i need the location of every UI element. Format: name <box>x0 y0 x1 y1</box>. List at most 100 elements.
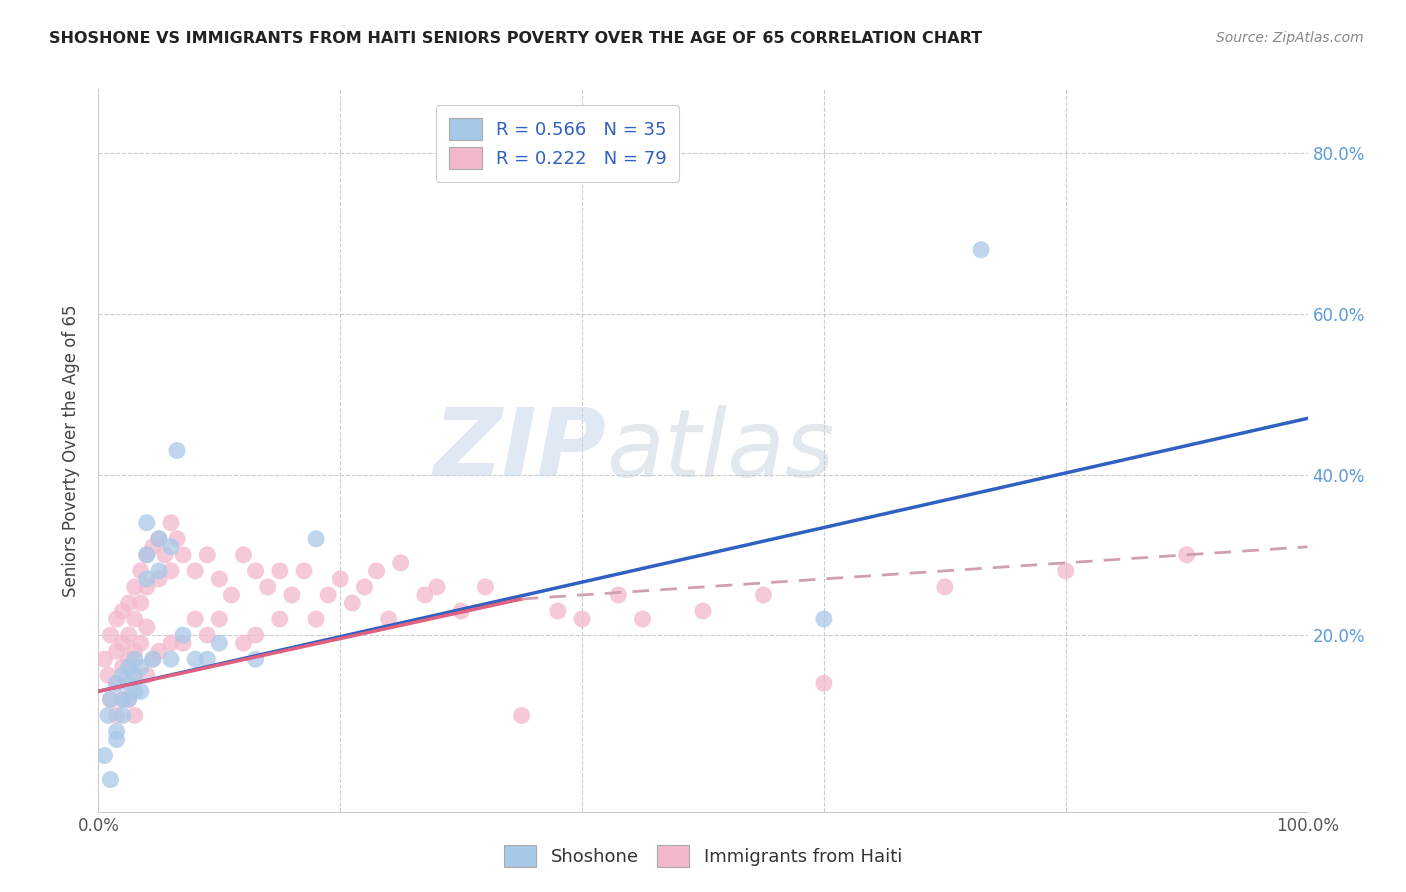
Point <box>93 748 115 763</box>
Point <box>195 548 218 562</box>
Point <box>413 588 436 602</box>
Point <box>172 636 194 650</box>
Point <box>111 692 134 706</box>
Point <box>510 708 533 723</box>
Point <box>118 692 141 706</box>
Point <box>111 604 134 618</box>
Point <box>129 596 152 610</box>
Point <box>135 548 157 562</box>
Point <box>166 532 188 546</box>
Point <box>1054 564 1077 578</box>
Point <box>208 572 231 586</box>
Legend: Shoshone, Immigrants from Haiti: Shoshone, Immigrants from Haiti <box>496 838 910 874</box>
Point <box>232 636 254 650</box>
Y-axis label: Seniors Poverty Over the Age of 65: Seniors Poverty Over the Age of 65 <box>62 304 80 597</box>
Text: SHOSHONE VS IMMIGRANTS FROM HAITI SENIORS POVERTY OVER THE AGE OF 65 CORRELATION: SHOSHONE VS IMMIGRANTS FROM HAITI SENIOR… <box>49 31 983 46</box>
Point <box>129 684 152 698</box>
Point <box>124 668 146 682</box>
Point <box>124 644 146 658</box>
Point <box>184 652 207 666</box>
Point <box>160 564 183 578</box>
Point <box>547 604 569 618</box>
Point <box>111 708 134 723</box>
Point <box>118 676 141 690</box>
Point <box>292 564 315 578</box>
Point <box>269 612 291 626</box>
Point <box>195 652 218 666</box>
Point <box>166 443 188 458</box>
Point <box>111 660 134 674</box>
Point <box>105 612 128 626</box>
Point <box>692 604 714 618</box>
Point <box>389 556 412 570</box>
Point <box>142 652 165 666</box>
Point <box>474 580 496 594</box>
Point <box>353 580 375 594</box>
Point <box>221 588 243 602</box>
Point <box>129 636 152 650</box>
Point <box>342 596 364 610</box>
Point <box>148 532 170 546</box>
Point <box>245 564 267 578</box>
Point <box>160 516 183 530</box>
Point <box>281 588 304 602</box>
Legend: R = 0.566   N = 35, R = 0.222   N = 79: R = 0.566 N = 35, R = 0.222 N = 79 <box>436 105 679 182</box>
Text: ZIP: ZIP <box>433 404 606 497</box>
Point <box>813 612 835 626</box>
Point <box>105 644 128 658</box>
Point <box>105 708 128 723</box>
Point <box>118 596 141 610</box>
Point <box>208 636 231 650</box>
Point <box>124 708 146 723</box>
Point <box>111 636 134 650</box>
Point <box>100 772 122 787</box>
Point <box>100 692 122 706</box>
Point <box>232 548 254 562</box>
Point <box>129 564 152 578</box>
Point <box>148 564 170 578</box>
Point <box>118 628 141 642</box>
Point <box>129 660 152 674</box>
Point <box>305 532 328 546</box>
Point <box>100 692 122 706</box>
Point <box>124 652 146 666</box>
Point <box>135 548 157 562</box>
Point <box>607 588 630 602</box>
Point <box>366 564 388 578</box>
Point <box>1175 548 1198 562</box>
Point <box>124 668 146 682</box>
Point <box>97 708 120 723</box>
Point <box>97 668 120 682</box>
Point <box>160 636 183 650</box>
Point <box>124 612 146 626</box>
Point <box>105 676 128 690</box>
Point <box>148 644 170 658</box>
Text: Source: ZipAtlas.com: Source: ZipAtlas.com <box>1216 31 1364 45</box>
Point <box>813 676 835 690</box>
Point <box>752 588 775 602</box>
Point <box>256 580 278 594</box>
Point <box>135 668 157 682</box>
Point <box>377 612 399 626</box>
Point <box>184 564 207 578</box>
Point <box>970 243 993 257</box>
Point <box>160 540 183 554</box>
Point <box>142 540 165 554</box>
Point <box>305 612 328 626</box>
Point <box>118 692 141 706</box>
Point <box>195 628 218 642</box>
Point <box>100 628 122 642</box>
Point <box>124 684 146 698</box>
Point <box>160 652 183 666</box>
Point <box>148 572 170 586</box>
Point <box>135 572 157 586</box>
Point <box>105 732 128 747</box>
Text: atlas: atlas <box>606 405 835 496</box>
Point <box>148 532 170 546</box>
Point <box>135 516 157 530</box>
Point <box>118 652 141 666</box>
Point <box>124 580 146 594</box>
Point <box>105 724 128 739</box>
Point <box>329 572 352 586</box>
Point <box>111 692 134 706</box>
